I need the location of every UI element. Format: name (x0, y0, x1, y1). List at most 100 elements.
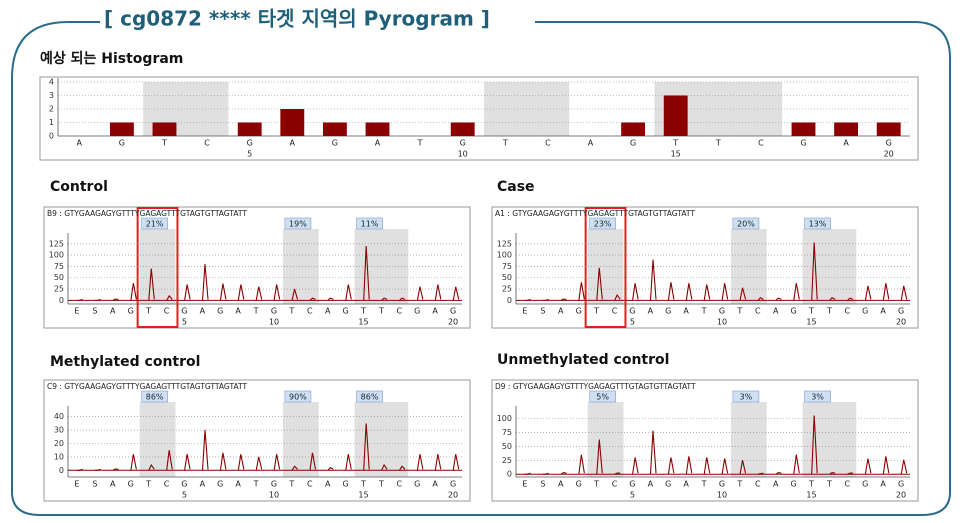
x-tick-label: G (898, 307, 904, 316)
peak (327, 466, 334, 471)
sequence-label: D9 : GTYGAAGAGYGTTTYGAGAGTTTGTAGTGTTAGTA… (495, 382, 696, 391)
x-tick-label: G (576, 480, 582, 489)
peak (237, 454, 245, 471)
y-tick-label: 3 (49, 91, 54, 100)
chart: 예상 되는 Histogram 0 1 2 3 4 A G T C G A G A T G T C A G T T C G A G… (39, 51, 919, 161)
percent-badge (732, 390, 760, 403)
peak (811, 415, 818, 475)
x-tick-label: T (378, 307, 384, 316)
peak (667, 282, 675, 301)
x-tick-label: G (414, 307, 420, 316)
chart: Control 21% 19% 11% 0 25 50 75 100 125 B9 : GTYGAA… (43, 179, 471, 329)
x-tick-label: E (522, 480, 527, 489)
position-label: 15 (806, 318, 816, 327)
x-tick-label: G (665, 307, 671, 316)
peak (900, 285, 908, 301)
x-tick-label: T (253, 307, 259, 316)
slide-frame (11, 21, 951, 516)
position-label: 10 (717, 318, 727, 327)
chart-title: Case (497, 179, 535, 195)
y-tick-label: 75 (54, 262, 64, 271)
x-tick-label: A (843, 139, 849, 148)
x-tick-label: G (119, 139, 125, 148)
x-tick-label: G (790, 480, 796, 489)
highlight-region (587, 229, 624, 304)
x-tick-label: T (360, 307, 366, 316)
position-label: 15 (806, 491, 816, 500)
peak (219, 283, 227, 301)
peak (166, 450, 173, 471)
percent-label: 21% (146, 220, 164, 229)
peak (596, 267, 603, 301)
y-tick-label: 125 (497, 239, 512, 248)
y-tick-label: 2 (49, 105, 54, 114)
bar (834, 122, 859, 136)
peak (255, 286, 263, 301)
y-tick-label: 40 (54, 412, 64, 421)
x-tick-label: G (576, 307, 582, 316)
chart-title: Unmethylated control (497, 352, 669, 368)
x-tick-label: G (247, 139, 253, 148)
percent-label: 5% (596, 393, 609, 402)
x-tick-label: C (397, 480, 403, 489)
x-tick-label: T (145, 307, 151, 316)
position-label: 10 (458, 150, 468, 159)
peak (77, 298, 83, 301)
percent-label: 3% (811, 393, 824, 402)
x-tick-label: G (217, 307, 223, 316)
peak (721, 283, 729, 301)
y-tick-label: 0 (507, 296, 512, 305)
x-tick-label: T (288, 307, 294, 316)
x-tick-label: T (672, 139, 678, 148)
x-tick-label: E (522, 307, 527, 316)
x-tick-label: A (880, 307, 886, 316)
x-tick-label: C (164, 480, 170, 489)
x-tick-label: A (110, 480, 116, 489)
peak (525, 472, 531, 475)
peak (112, 468, 119, 471)
y-tick-label: 25 (502, 285, 512, 294)
chart: Methylated control 86% 90% 86% 0 10 20 30 40 C9 :… (43, 354, 471, 502)
x-tick-label: G (460, 139, 466, 148)
position-label: 20 (896, 318, 906, 327)
highlight-region (139, 229, 176, 304)
x-tick-label: E (74, 480, 79, 489)
chart: Unmethylated control 5% 3% 3% 0 25 50 75 100 D9 :… (491, 352, 919, 502)
x-tick-label: C (204, 139, 210, 148)
peak (596, 439, 603, 475)
y-tick-label: 20 (54, 439, 64, 448)
x-tick-label: T (736, 480, 742, 489)
x-tick-label: G (450, 307, 456, 316)
peak (793, 454, 800, 475)
percent-label: 86% (361, 393, 379, 402)
x-tick-label: T (502, 139, 508, 148)
peak (614, 472, 621, 475)
slide-title: [ cg0872 **** 타겟 지역의 Pyrogram ] (104, 7, 490, 31)
x-tick-label: C (755, 480, 761, 489)
x-tick-label: A (773, 307, 779, 316)
peak (757, 472, 764, 475)
peak (166, 294, 173, 301)
x-tick-label: G (629, 307, 635, 316)
peak (739, 287, 747, 301)
x-tick-label: A (558, 307, 564, 316)
chart-title: Methylated control (50, 354, 200, 370)
peak (847, 472, 854, 475)
peak (309, 297, 316, 301)
percent-badge (284, 390, 312, 403)
position-label: 5 (630, 318, 635, 327)
x-tick-label: G (332, 139, 338, 148)
y-tick-label: 50 (502, 273, 512, 282)
highlight-box (584, 207, 627, 328)
position-label: 10 (717, 491, 727, 500)
y-tick-label: 100 (497, 414, 512, 423)
x-tick-label: A (558, 480, 564, 489)
y-tick-label: 75 (502, 262, 512, 271)
peak (255, 456, 263, 471)
x-tick-label: G (414, 480, 420, 489)
peak (811, 242, 818, 301)
y-tick-label: 75 (502, 428, 512, 437)
peak (739, 460, 747, 475)
peak (543, 298, 549, 301)
